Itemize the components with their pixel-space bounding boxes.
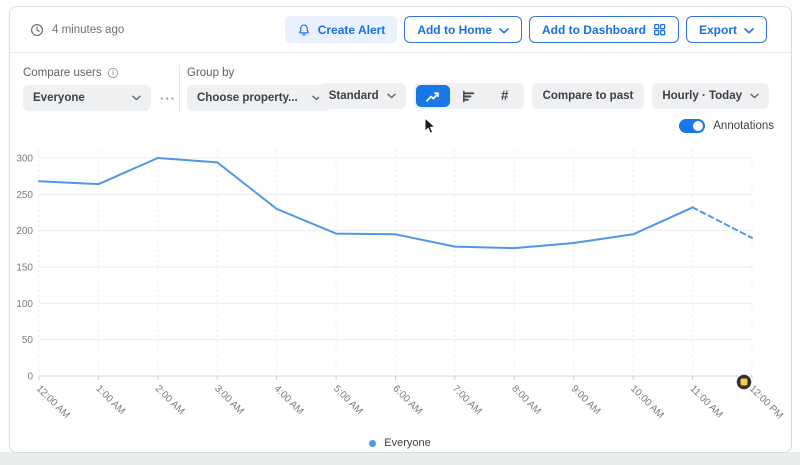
create-alert-button[interactable]: Create Alert <box>284 16 398 43</box>
annotations-row: Annotations <box>679 119 774 133</box>
x-axis-label: 2:00 AM <box>153 383 187 417</box>
more-options-button[interactable]: ··· <box>157 85 179 111</box>
ellipsis-icon: ··· <box>160 90 176 106</box>
group-by-dropdown[interactable]: Choose property... <box>187 85 331 111</box>
horizontal-bars-icon <box>461 89 476 104</box>
x-axis-label: 3:00 AM <box>212 383 246 417</box>
x-axis-label: 12:00 PM <box>747 383 785 421</box>
x-axis-label: 4:00 AM <box>272 383 306 417</box>
export-button[interactable]: Export <box>685 16 767 43</box>
bar-chart-type-button[interactable] <box>452 85 486 107</box>
add-to-dashboard-button[interactable]: Add to Dashboard <box>528 16 679 43</box>
add-to-dashboard-label: Add to Dashboard <box>541 22 646 37</box>
chevron-down-icon <box>132 92 141 104</box>
metric-chart-type-button[interactable]: # <box>488 85 522 107</box>
chevron-down-icon <box>744 23 754 37</box>
add-to-home-button[interactable]: Add to Home <box>404 16 522 43</box>
compare-to-past-label: Compare to past <box>542 90 634 102</box>
series-line-incomplete <box>691 206 753 239</box>
chart-legend: Everyone <box>0 437 800 449</box>
dashboard-grid-icon <box>653 23 666 36</box>
add-to-home-label: Add to Home <box>417 22 492 37</box>
filter-divider <box>179 65 180 113</box>
annotations-label: Annotations <box>713 120 774 132</box>
legend-label: Everyone <box>384 437 431 449</box>
bell-icon <box>297 23 311 37</box>
x-axis-label: 9:00 AM <box>569 383 603 417</box>
chevron-down-icon <box>499 23 509 37</box>
x-axis-label: 8:00 AM <box>509 383 543 417</box>
chevron-down-icon <box>750 90 759 102</box>
y-axis-label: 100 <box>16 299 33 310</box>
x-axis-label: 7:00 AM <box>450 383 484 417</box>
x-axis-label: 5:00 AM <box>331 383 365 417</box>
toggle-knob <box>693 121 704 131</box>
chevron-down-icon <box>386 90 396 102</box>
annotation-marker[interactable] <box>735 373 753 391</box>
x-axis-label: 1:00 AM <box>93 383 127 417</box>
compare-to-past-button[interactable]: Compare to past <box>531 83 645 109</box>
y-axis-label: 300 <box>16 154 33 165</box>
y-axis-label: 50 <box>22 335 34 346</box>
legend-dot <box>369 439 377 447</box>
last-updated-text: 4 minutes ago <box>52 23 125 36</box>
y-axis-label: 250 <box>16 190 33 201</box>
chart-style-dropdown[interactable]: Standard <box>318 83 406 109</box>
hash-icon: # <box>500 88 509 104</box>
info-icon[interactable] <box>107 67 119 79</box>
last-updated: 4 minutes ago <box>30 23 124 37</box>
interval-value: Hourly · Today <box>662 90 742 102</box>
y-axis-label: 0 <box>27 372 33 383</box>
chart-controls: Standard # Compare to past <box>318 83 769 109</box>
x-axis-label: 10:00 AM <box>628 383 666 421</box>
chart-type-group: # <box>413 83 524 109</box>
trend-line-icon <box>425 89 440 104</box>
chart-svg: 12:00 AM 1:00 AM 2:00 AM 3:00 AM 4:00 AM 5:00… <box>16 150 785 421</box>
y-axis-label: 200 <box>16 226 33 237</box>
compare-users-dropdown[interactable]: Everyone <box>23 85 151 111</box>
annotations-toggle[interactable] <box>679 119 706 133</box>
topbar-actions: Create Alert Add to Home Add to Dashboar… <box>284 16 767 43</box>
compare-users-label: Compare users <box>23 67 119 79</box>
compare-users-label-text: Compare users <box>23 67 102 79</box>
create-alert-label: Create Alert <box>317 22 386 37</box>
export-label: Export <box>698 22 737 37</box>
series-line-everyone[interactable] <box>38 157 694 250</box>
y-axis-label: 150 <box>16 263 33 274</box>
x-axis-label: 6:00 AM <box>390 383 424 417</box>
clock-icon <box>30 23 44 37</box>
group-by-label: Group by <box>187 67 234 79</box>
legend-item-everyone[interactable]: Everyone <box>369 437 431 449</box>
group-by-value: Choose property... <box>197 92 298 104</box>
group-by-label-text: Group by <box>187 67 235 79</box>
top-bar: 4 minutes ago Create Alert Add to Home A… <box>10 7 791 53</box>
compare-users-value: Everyone <box>33 92 85 104</box>
x-axis-label: 11:00 AM <box>687 383 724 420</box>
bottom-gutter <box>0 452 800 465</box>
x-axis-label: 12:00 AM <box>34 383 72 421</box>
report-card: 4 minutes ago Create Alert Add to Home A… <box>9 6 792 453</box>
chart-style-value: Standard <box>328 90 379 102</box>
interval-dropdown[interactable]: Hourly · Today <box>652 83 769 109</box>
line-chart-type-button[interactable] <box>415 85 450 107</box>
